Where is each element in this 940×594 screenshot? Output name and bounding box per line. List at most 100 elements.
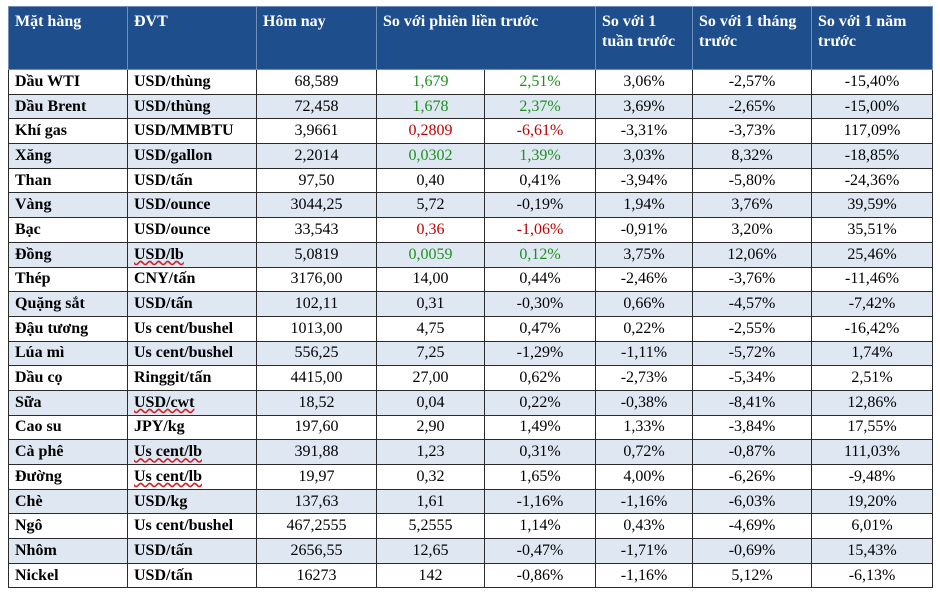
- year-change-cell: -9,48%: [811, 464, 934, 490]
- header-week: So với 1 tuần trước: [595, 6, 694, 70]
- unit-cell: Us cent/lb: [127, 439, 257, 465]
- item-name-cell: Thép: [8, 266, 128, 293]
- week-change-cell: 1,33%: [595, 414, 694, 441]
- item-name-cell: Cao su: [8, 414, 128, 441]
- month-change-cell: -3,73%: [692, 118, 813, 145]
- unit-cell: USD/thùng: [127, 69, 257, 95]
- item-name-cell: Than: [8, 167, 128, 194]
- year-change-cell: 117,09%: [811, 118, 934, 145]
- week-change-cell: 0,66%: [595, 291, 694, 317]
- week-change-cell: 1,94%: [595, 192, 694, 219]
- session-change-pct-cell: -1,16%: [483, 488, 597, 515]
- session-change-cell: 14,00: [376, 266, 485, 293]
- table-row: Ngô Us cent/bushel 467,2555 5,2555 1,14% 0,43…: [8, 513, 934, 540]
- item-name-cell: Chè: [8, 488, 128, 515]
- table-row: Nickel USD/tấn 16273 142 -0,86% -1,16% 5,12% -6…: [8, 562, 934, 589]
- today-price-cell: 2,2014: [256, 143, 377, 169]
- session-change-pct-cell: 1,65%: [483, 464, 597, 490]
- table-row: Cà phê Us cent/lb 391,88 1,23 0,31% 0,72% -0,8…: [8, 439, 934, 465]
- today-price-cell: 5,0819: [256, 241, 377, 268]
- session-change-pct-cell: 0,62%: [483, 365, 597, 391]
- item-name-cell: Nickel: [8, 562, 128, 589]
- session-change-pct-cell: 0,44%: [483, 266, 597, 293]
- table-row: Nhôm USD/tấn 2656,55 12,65 -0,47% -1,71% -0,69…: [8, 538, 934, 564]
- session-change-pct-cell: -1,06%: [483, 217, 597, 243]
- table-row: Khí gas USD/MMBTU 3,9661 0,2809 -6,61% -3,31%…: [8, 118, 934, 145]
- session-change-pct-cell: -6,61%: [483, 118, 597, 145]
- session-change-pct-cell: 0,47%: [483, 315, 597, 342]
- week-change-cell: -2,46%: [595, 266, 694, 293]
- header-item: Mặt hàng: [8, 6, 128, 70]
- session-change-pct-cell: -0,19%: [483, 192, 597, 219]
- month-change-cell: -0,69%: [692, 538, 813, 564]
- session-change-pct-cell: 1,49%: [483, 414, 597, 441]
- session-change-cell: 2,90: [376, 414, 485, 441]
- month-change-cell: -3,76%: [692, 266, 813, 293]
- year-change-cell: 35,51%: [811, 217, 934, 243]
- session-change-pct-cell: -0,86%: [483, 562, 597, 589]
- item-name-cell: Ngô: [8, 513, 128, 540]
- week-change-cell: 3,03%: [595, 143, 694, 169]
- unit-cell: USD/kg: [127, 488, 257, 515]
- today-price-cell: 19,97: [256, 464, 377, 490]
- session-change-cell: 12,65: [376, 538, 485, 564]
- week-change-cell: -3,31%: [595, 118, 694, 145]
- unit-cell: USD/MMBTU: [127, 118, 257, 145]
- week-change-cell: -1,16%: [595, 488, 694, 515]
- item-name-cell: Sữa: [8, 389, 128, 416]
- table-header: Mặt hàng ĐVT Hôm nay So với phiên liền t…: [8, 6, 934, 70]
- session-change-cell: 0,32: [376, 464, 485, 490]
- item-name-cell: Cà phê: [8, 439, 128, 465]
- item-name-cell: Xăng: [8, 143, 128, 169]
- month-change-cell: -4,57%: [692, 291, 813, 317]
- session-change-pct-cell: -0,47%: [483, 538, 597, 564]
- month-change-cell: -5,34%: [692, 365, 813, 391]
- unit-text: Us cent/lb: [134, 443, 202, 461]
- month-change-cell: -2,57%: [692, 69, 813, 95]
- table-row: Vàng USD/ounce 3044,25 5,72 -0,19% 1,94% 3,76%…: [8, 192, 934, 219]
- session-change-cell: 1,679: [376, 69, 485, 95]
- session-change-pct-cell: 0,22%: [483, 389, 597, 416]
- unit-cell: USD/ounce: [127, 217, 257, 243]
- week-change-cell: 3,69%: [595, 93, 694, 120]
- session-change-pct-cell: 1,39%: [483, 143, 597, 169]
- today-price-cell: 102,11: [256, 291, 377, 317]
- table-row: Dầu WTI USD/thùng 68,589 1,679 2,51% 3,06% -2,…: [8, 69, 934, 95]
- header-prev-session: So với phiên liền trước: [375, 6, 597, 70]
- session-change-cell: 7,25: [376, 340, 485, 367]
- table-row: Dầu cọ Ringgit/tấn 4415,00 27,00 0,62% -2,73%…: [8, 365, 934, 391]
- month-change-cell: -2,55%: [692, 315, 813, 342]
- session-change-cell: 1,61: [376, 488, 485, 515]
- unit-text: Us cent/lb: [134, 467, 202, 485]
- session-change-pct-cell: 0,41%: [483, 167, 597, 194]
- week-change-cell: 4,00%: [595, 464, 694, 490]
- session-change-cell: 1,678: [376, 93, 485, 120]
- table-row: Cao su JPY/kg 197,60 2,90 1,49% 1,33% -3,84% 17…: [8, 414, 934, 441]
- year-change-cell: 17,55%: [811, 414, 934, 441]
- week-change-cell: 0,72%: [595, 439, 694, 465]
- session-change-cell: 0,36: [376, 217, 485, 243]
- week-change-cell: -1,16%: [595, 562, 694, 589]
- today-price-cell: 33,543: [256, 217, 377, 243]
- today-price-cell: 18,52: [256, 389, 377, 416]
- header-row: Mặt hàng ĐVT Hôm nay So với phiên liền t…: [8, 6, 934, 70]
- week-change-cell: -0,38%: [595, 389, 694, 416]
- commodity-price-table: Mặt hàng ĐVT Hôm nay So với phiên liền t…: [8, 6, 934, 589]
- table-row: Bạc USD/ounce 33,543 0,36 -1,06% -0,91% 3,20% 3…: [8, 217, 934, 243]
- year-change-cell: 1,74%: [811, 340, 934, 367]
- commodity-price-table-container: Mặt hàng ĐVT Hôm nay So với phiên liền t…: [8, 6, 934, 589]
- week-change-cell: -1,71%: [595, 538, 694, 564]
- year-change-cell: 12,86%: [811, 389, 934, 416]
- today-price-cell: 4415,00: [256, 365, 377, 391]
- today-price-cell: 556,25: [256, 340, 377, 367]
- item-name-cell: Đậu tương: [8, 315, 128, 342]
- unit-cell: Us cent/lb: [127, 464, 257, 490]
- month-change-cell: -6,26%: [692, 464, 813, 490]
- year-change-cell: -16,42%: [811, 315, 934, 342]
- unit-cell: USD/tấn: [127, 167, 257, 194]
- unit-cell: Us cent/bushel: [127, 340, 257, 367]
- unit-cell: USD/thùng: [127, 93, 257, 120]
- item-name-cell: Bạc: [8, 217, 128, 243]
- item-name-cell: Đường: [8, 464, 128, 490]
- month-change-cell: -6,03%: [692, 488, 813, 515]
